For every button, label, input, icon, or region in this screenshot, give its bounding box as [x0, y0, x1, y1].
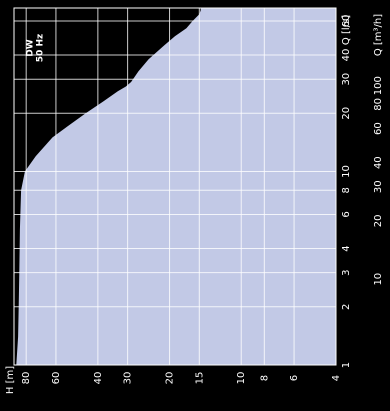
plot-layer [13, 7, 337, 366]
h-tick-label-60: 60 [51, 372, 62, 385]
chart-title: DW [26, 39, 36, 56]
q-ls-tick-label-8: 8 [341, 187, 352, 193]
q-m3h-tick-label-40: 40 [373, 156, 384, 169]
h-tick-label-20: 20 [165, 372, 176, 385]
axis-layer: 80 60 40 30 20 15 10 8 6 4H [m]1234681020304060Q … [5, 14, 384, 394]
q-m3h-axis-label: Q [m³/h] [373, 14, 384, 56]
h-tick-label-6: 6 [289, 375, 300, 381]
q-ls-tick-label-10: 10 [341, 165, 352, 178]
q-m3h-tick-label-30: 30 [373, 180, 384, 193]
q-ls-tick-label-4: 4 [341, 245, 352, 251]
h-tick-label-80: 80 [21, 372, 32, 385]
q-m3h-tick-label-10: 10 [373, 273, 384, 286]
q-ls-axis-label: Q [l/s] [341, 15, 352, 45]
q-ls-tick-label-2: 2 [341, 304, 352, 310]
q-ls-tick-label-30: 30 [341, 73, 352, 86]
q-ls-tick-label-3: 3 [341, 270, 352, 276]
h-tick-label-40: 40 [93, 372, 104, 385]
plot-frame [13, 7, 337, 366]
h-tick-label-15: 15 [194, 372, 205, 385]
h-tick-label-8: 8 [259, 375, 270, 381]
h-axis-label: H [m] [5, 366, 16, 394]
q-ls-tick-label-60: 60 [341, 15, 352, 28]
q-m3h-tick-label-20: 20 [373, 215, 384, 228]
q-ls-tick-label-40: 40 [341, 49, 352, 62]
h-tick-label-4: 4 [331, 375, 342, 381]
q-ls-tick-label-6: 6 [341, 211, 352, 217]
chart-subtitle: 50 Hz [36, 34, 46, 62]
performance-area [16, 8, 337, 365]
h-tick-label-10: 10 [236, 372, 247, 385]
q-m3h-tick-label-80: 80 [373, 98, 384, 111]
q-m3h-tick-label-60: 60 [373, 122, 384, 135]
h-tick-label-30: 30 [123, 372, 134, 385]
q-m3h-tick-label-100: 100 [373, 76, 384, 95]
q-ls-tick-label-1: 1 [341, 362, 352, 368]
q-ls-tick-label-20: 20 [341, 107, 352, 120]
